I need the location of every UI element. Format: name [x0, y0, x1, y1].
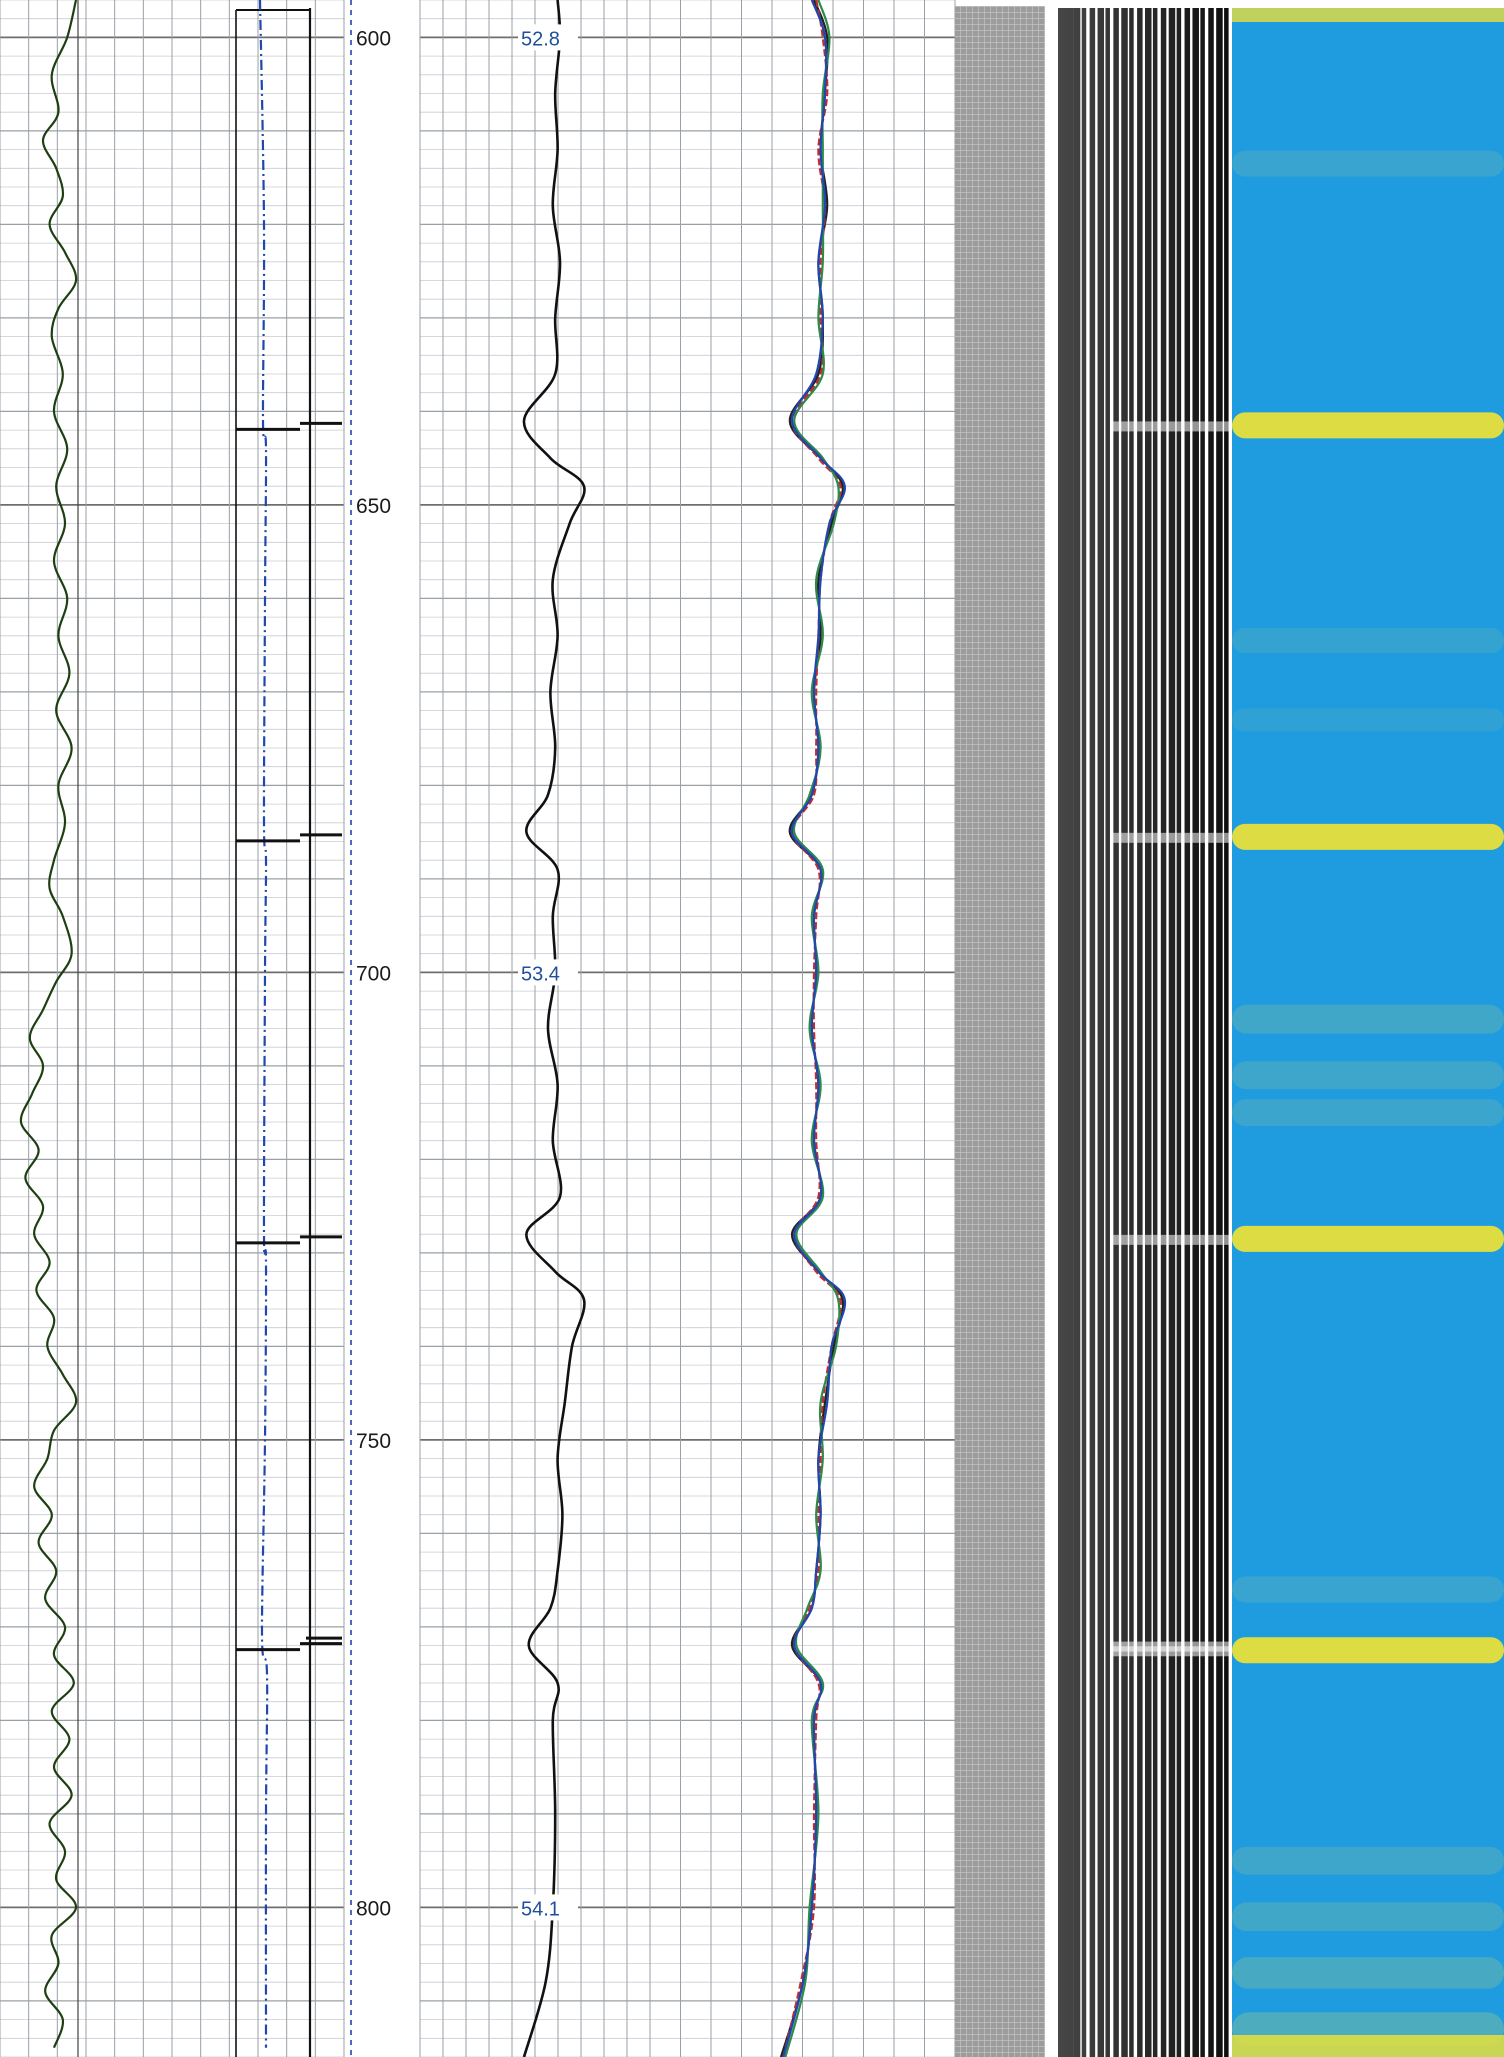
- amplitude-band: [1232, 1061, 1504, 1090]
- amplitude-band: [1232, 412, 1504, 439]
- casing-collars: [236, 421, 342, 1652]
- amplitude-image-track: [1232, 8, 1504, 2057]
- track-3-travel-time-curve: [522, 0, 586, 2057]
- track-2-dashed-curve: [258, 0, 269, 2048]
- track-frames: [77, 0, 352, 2057]
- amplitude-band: [1232, 1099, 1504, 1127]
- depth-label-bg: [354, 1426, 400, 1453]
- depth-tick-label: 600: [356, 27, 391, 50]
- depth-label-bg: [354, 491, 400, 518]
- amplitude-band: [1232, 1637, 1504, 1664]
- amplitude-band: [1232, 823, 1504, 850]
- amplitude-band: [1232, 1902, 1504, 1932]
- amplitude-band: [1232, 1576, 1504, 1603]
- variable-density-track: [1050, 8, 1232, 2057]
- travel-time-label: 54.1: [521, 1898, 560, 1920]
- depth-tick-label: 650: [356, 495, 391, 518]
- travel-time-label: 53.4: [521, 963, 560, 985]
- depth-label-bg: [354, 24, 400, 51]
- amplitude-top-band: [1232, 8, 1504, 22]
- amplitude-band: [1232, 1846, 1504, 1875]
- fine-grid-gap: [1045, 6, 1050, 2057]
- depth-tick-label: 800: [356, 1897, 391, 1920]
- log-grid: [0, 0, 956, 2057]
- depth-label-bg: [354, 1894, 400, 1921]
- track-4-curve-green: [784, 0, 841, 2057]
- amplitude-band: [1232, 627, 1504, 654]
- fine-grid-fill: [955, 6, 1045, 2057]
- amplitude-band: [1232, 708, 1504, 732]
- log-curves: [19, 0, 847, 2057]
- travel-time-label-bg: [518, 24, 578, 51]
- amplitude-band: [1232, 1225, 1504, 1252]
- travel-time-label: 52.8: [521, 28, 560, 50]
- fine-grid-track: [955, 6, 1050, 2057]
- amplitude-base: [1232, 8, 1504, 2057]
- amplitude-bottom-band: [1232, 2035, 1504, 2057]
- vdl-shade: [1050, 8, 1232, 2057]
- depth-label-bg: [354, 959, 400, 986]
- amplitude-band: [1232, 150, 1504, 177]
- track-1-curve: [19, 0, 78, 2049]
- depth-labels: 600 650 700 750 800 52.8 53.4 54.1: [354, 24, 578, 1921]
- amplitude-band: [1232, 1004, 1504, 1034]
- depth-tick-label: 700: [356, 962, 391, 985]
- depth-tick-label: 750: [356, 1430, 391, 1453]
- track-4-curve-blue: [782, 0, 847, 2057]
- amplitude-band: [1232, 1957, 1504, 1989]
- travel-time-label-bg: [518, 1894, 578, 1921]
- travel-time-label-bg: [518, 959, 578, 986]
